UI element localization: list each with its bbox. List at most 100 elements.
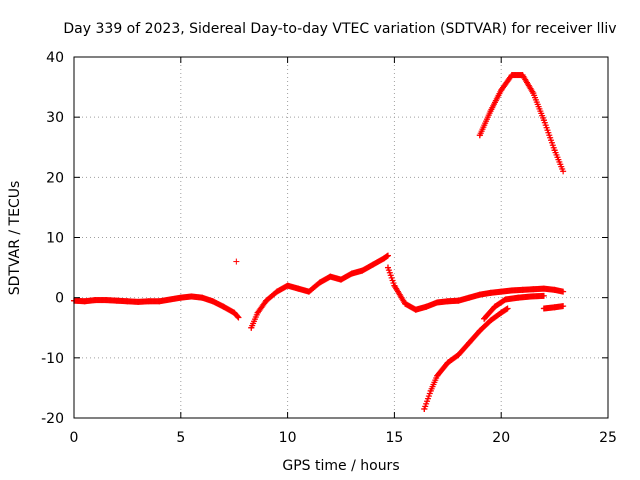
- data-point: [444, 298, 451, 305]
- data-point: [156, 298, 163, 305]
- data-point: [519, 286, 526, 293]
- data-point: [487, 289, 494, 296]
- x-tick-label: 15: [385, 430, 403, 446]
- data-point: [402, 300, 409, 307]
- data-point: [273, 288, 280, 295]
- data-point: [515, 294, 522, 301]
- y-tick-label: 20: [46, 170, 64, 186]
- chart-title: Day 339 of 2023, Sidereal Day-to-day VTE…: [63, 21, 616, 37]
- data-point: [498, 309, 505, 316]
- data-point: [434, 372, 441, 379]
- data-point: [295, 285, 302, 292]
- data-point: [92, 297, 99, 304]
- series-track-f: [540, 303, 567, 312]
- data-point: [508, 72, 515, 79]
- x-tick-label: 0: [70, 430, 79, 446]
- data-point: [348, 270, 355, 277]
- data-point: [199, 294, 206, 301]
- data-point: [466, 339, 473, 346]
- y-tick-label: 10: [46, 231, 64, 247]
- x-tick-label: 5: [176, 430, 185, 446]
- data-point: [476, 327, 483, 334]
- data-point: [254, 309, 261, 316]
- x-axis-label: GPS time / hours: [282, 458, 399, 474]
- grid-lines: [74, 57, 608, 418]
- data-point: [370, 261, 377, 268]
- data-point: [455, 351, 462, 358]
- y-tick-label: 30: [46, 110, 64, 126]
- data-point: [231, 309, 238, 316]
- axis-ticks: 0 5 10 15 20 25 -20 -10 0 10 20 30 40: [41, 50, 617, 446]
- data-point: [455, 297, 462, 304]
- data-point: [380, 255, 387, 262]
- data-point: [444, 359, 451, 366]
- data-point: [220, 303, 227, 310]
- data-point: [188, 293, 195, 300]
- data-point: [540, 117, 547, 124]
- data-point: [384, 264, 391, 271]
- data-point: [338, 276, 344, 283]
- data-point: [177, 294, 184, 301]
- data-point: [560, 168, 567, 175]
- data-point: [528, 293, 535, 300]
- data-point: [327, 273, 334, 280]
- data-point: [434, 299, 441, 306]
- x-tick-label: 20: [492, 430, 510, 446]
- data-point: [476, 291, 483, 298]
- data-point: [384, 252, 391, 259]
- data-point: [530, 286, 537, 293]
- data-point: [284, 282, 291, 289]
- data-point: [560, 288, 567, 295]
- series-track-a: [71, 293, 242, 321]
- data-points: [71, 72, 567, 412]
- data-point: [560, 303, 567, 310]
- data-point: [491, 303, 498, 310]
- data-point: [530, 90, 537, 97]
- y-tick-label: -20: [41, 411, 64, 427]
- y-tick-label: 0: [55, 291, 64, 307]
- data-point: [551, 304, 558, 311]
- data-point: [412, 306, 419, 313]
- data-point: [481, 315, 488, 322]
- data-point: [427, 387, 434, 394]
- data-point: [103, 297, 110, 304]
- data-point: [248, 324, 255, 331]
- data-point: [540, 292, 547, 299]
- data-point: [466, 294, 473, 301]
- data-point: [124, 298, 131, 305]
- data-point: [498, 288, 505, 295]
- data-point: [263, 297, 270, 304]
- series-track-e: [481, 292, 547, 322]
- data-point: [235, 314, 242, 321]
- data-point: [540, 305, 547, 312]
- data-point: [359, 267, 366, 274]
- data-point: [135, 298, 142, 305]
- data-point: [519, 72, 526, 79]
- data-point: [502, 296, 509, 303]
- y-tick-label: 40: [46, 50, 64, 66]
- series-track-g: [476, 72, 567, 175]
- data-point: [487, 317, 494, 324]
- data-point: [508, 287, 515, 294]
- data-point: [209, 298, 216, 305]
- x-tick-label: 25: [599, 430, 617, 446]
- data-point: [113, 297, 120, 304]
- data-point: [487, 108, 494, 115]
- data-point: [391, 282, 398, 289]
- y-tick-label: -10: [41, 351, 64, 367]
- data-point: [423, 303, 430, 310]
- data-point: [145, 298, 152, 305]
- data-point: [305, 288, 312, 295]
- data-point: [504, 305, 511, 312]
- series-track-c: [384, 264, 567, 313]
- data-point: [498, 87, 505, 94]
- data-point: [540, 285, 547, 292]
- data-point: [167, 296, 174, 303]
- data-point: [81, 298, 88, 305]
- data-point: [476, 132, 483, 139]
- series-track-d: [421, 305, 511, 412]
- data-point: [551, 147, 558, 154]
- series-track-b: [248, 252, 391, 331]
- data-point: [421, 405, 428, 412]
